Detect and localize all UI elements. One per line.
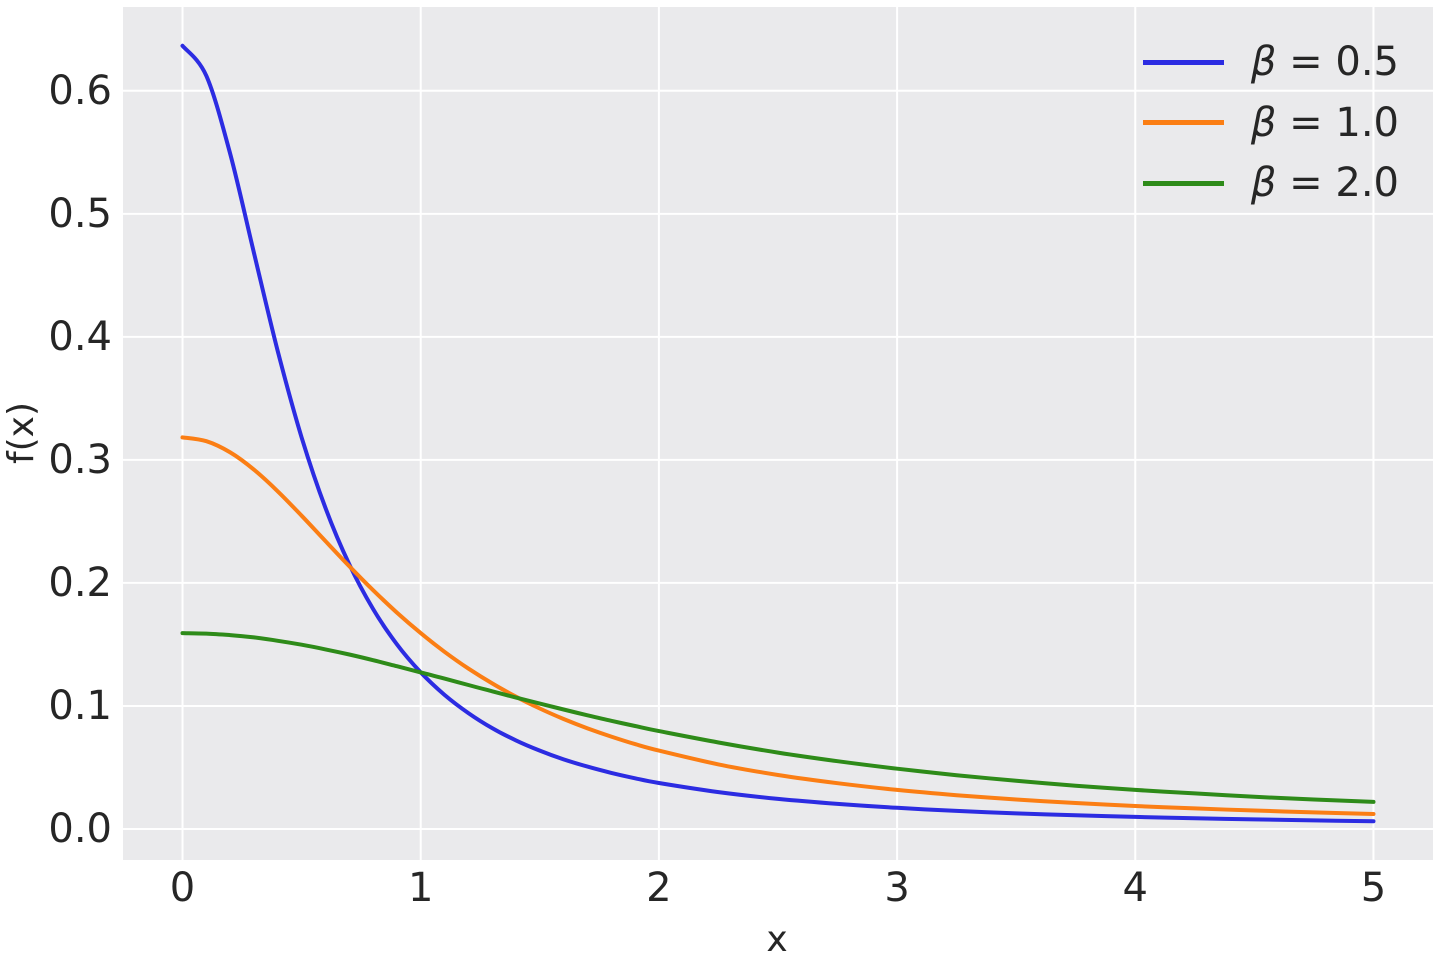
axes-background [123, 7, 1433, 860]
curve-beta-0.5 [180, 43, 1376, 824]
x-tick-label: 2 [646, 865, 672, 911]
x-tick-label: 0 [169, 865, 196, 911]
y-tick-label: 0.3 [48, 436, 112, 483]
y-tick-label: 0.4 [48, 313, 112, 360]
legend-label-value: = 0.5 [1276, 39, 1399, 86]
x-tick-label: 4 [1122, 865, 1148, 911]
y-tick-label: 0.2 [48, 559, 112, 606]
beta-symbol: β [1250, 99, 1277, 146]
legend-line-swatch [1142, 59, 1224, 65]
legend-label: β = 1.0 [1251, 103, 1399, 143]
beta-symbol: β [1250, 160, 1277, 207]
y-tick-label: 0.0 [48, 805, 112, 852]
legend-line-swatch [1142, 120, 1224, 126]
legend-label-value: = 2.0 [1276, 160, 1399, 207]
legend-line-swatch [1142, 180, 1224, 186]
legend-label: β = 0.5 [1251, 42, 1399, 82]
curve-beta-1 [180, 435, 1376, 816]
legend-entry: β = 1.0 [1142, 93, 1399, 154]
legend-entry: β = 0.5 [1142, 32, 1399, 93]
legend-entry: β = 2.0 [1142, 153, 1399, 214]
y-axis-label: f(x) [1, 401, 42, 465]
y-tick-label: 0.6 [48, 67, 112, 114]
curve-beta-2 [180, 631, 1376, 804]
legend-label: β = 2.0 [1251, 163, 1399, 203]
legend-label-value: = 1.0 [1276, 99, 1399, 146]
x-axis-label: x [766, 919, 788, 960]
x-tick-label: 3 [884, 865, 910, 911]
x-tick-label: 1 [407, 865, 434, 911]
y-tick-label: 0.5 [48, 190, 112, 237]
beta-symbol: β [1250, 39, 1277, 86]
x-tick-label: 5 [1360, 865, 1387, 911]
legend: β = 0.5 β = 1.0 β = 2.0 [1142, 32, 1399, 214]
y-tick-label: 0.1 [48, 682, 112, 729]
